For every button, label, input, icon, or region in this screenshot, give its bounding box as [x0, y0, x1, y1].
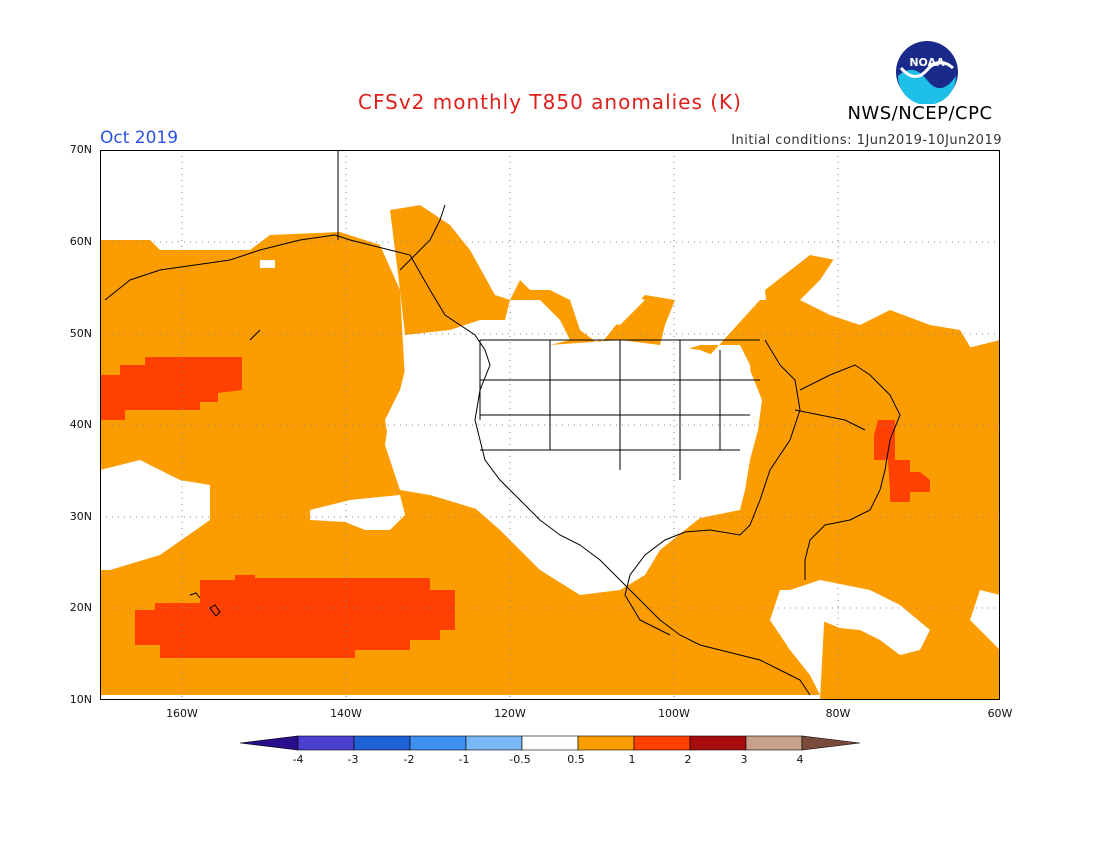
- colorbar-segment: [297, 735, 355, 751]
- colorbar-segment: [409, 735, 467, 751]
- lon-label-60w: 60W: [987, 707, 1013, 720]
- colorbar-label-0-5: 0.5: [567, 753, 585, 766]
- colorbar-segment: [689, 735, 747, 751]
- grid-lines: [100, 150, 1000, 700]
- colorbar-segment: [577, 735, 635, 751]
- lat-label-70n: 70N: [69, 143, 92, 156]
- colorbar-segment: [745, 735, 803, 751]
- anomaly-map: [100, 150, 1000, 700]
- colorbar-label-1: 1: [628, 753, 636, 766]
- colorbar-segments: [240, 735, 860, 751]
- colorbar-label-neg0-5: -0.5: [509, 753, 531, 766]
- forecast-month: Oct 2019: [100, 128, 179, 148]
- lat-label-20n: 20N: [69, 601, 92, 614]
- colorbar-arrow-low: [240, 735, 299, 751]
- lat-label-40n: 40N: [69, 418, 92, 431]
- lon-label-100w: 100W: [658, 707, 690, 720]
- colorbar-label-neg1: -1: [458, 753, 470, 766]
- colorbar-segment: [465, 735, 523, 751]
- lat-label-30n: 30N: [69, 510, 92, 523]
- lon-label-140w: 140W: [330, 707, 362, 720]
- lat-label-60n: 60N: [69, 235, 92, 248]
- colorbar-segment: [633, 735, 691, 751]
- interior-us-neutral: [100, 150, 1000, 655]
- lon-label-160w: 160W: [166, 707, 198, 720]
- initial-conditions: Initial conditions: 1Jun2019-10Jun2019: [731, 133, 1002, 148]
- colorbar-label-neg2: -2: [403, 753, 415, 766]
- coastlines: [104, 150, 901, 696]
- logo-text: NOAA: [909, 56, 945, 69]
- noaa-logo-icon: NOAA: [896, 41, 958, 104]
- colorbar-label-2: 2: [684, 753, 692, 766]
- anomaly-fill-strong: [100, 357, 930, 658]
- colorbar-arrow-high: [801, 735, 860, 751]
- colorbar-label-3: 3: [740, 753, 748, 766]
- colorbar-label-4: 4: [796, 753, 804, 766]
- lat-label-10n: 10N: [69, 693, 92, 706]
- lat-label-50n: 50N: [69, 327, 92, 340]
- agency-label: NWS/NCEP/CPC: [847, 103, 993, 124]
- colorbar-label-neg4: -4: [292, 753, 304, 766]
- colorbar-label-neg3: -3: [347, 753, 359, 766]
- colorbar: [240, 735, 860, 751]
- colorbar-segment: [521, 735, 579, 751]
- lon-label-120w: 120W: [494, 707, 526, 720]
- lon-label-80w: 80W: [825, 707, 851, 720]
- colorbar-segment: [353, 735, 411, 751]
- chart-title: CFSv2 monthly T850 anomalies (K): [358, 90, 742, 114]
